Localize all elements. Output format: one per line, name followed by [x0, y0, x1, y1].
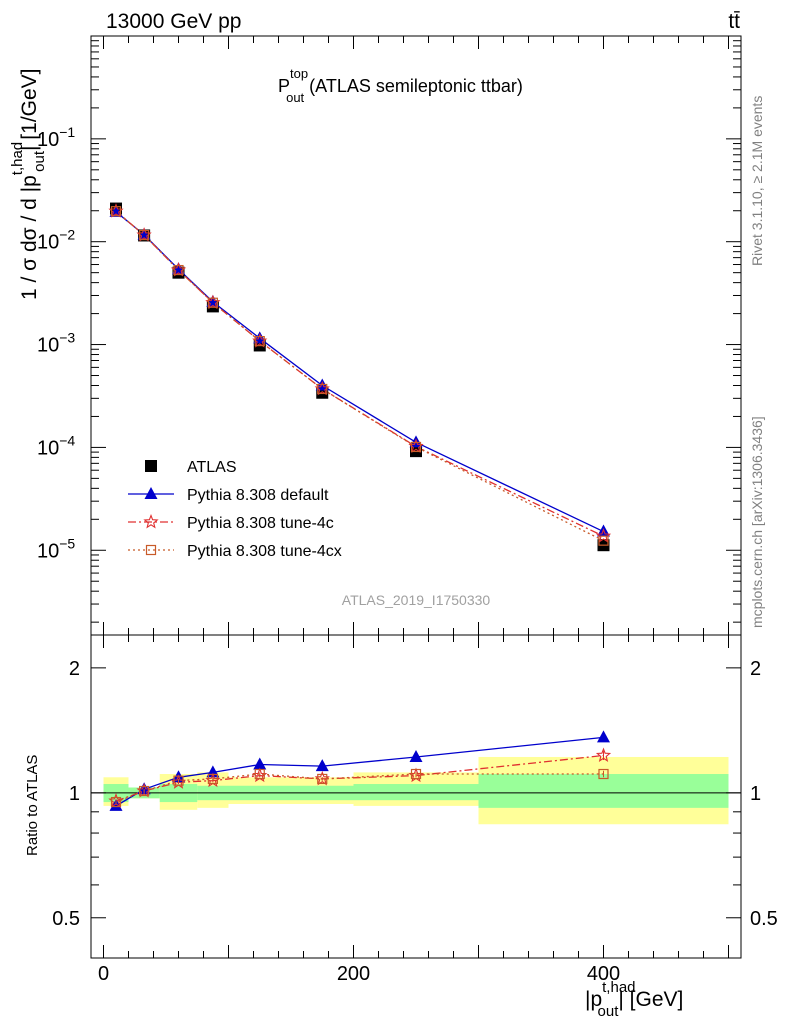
point-main-tune4cx: [598, 535, 609, 546]
mcplots-label: mcplots.cern.ch [arXiv:1306.3436]: [749, 416, 765, 628]
tick-labels: 0 200 400 10−1 10−2 10−3 10−4 10−5 0.5 0.5 1 1 2 2: [37, 124, 778, 985]
point-main-tune4cx: [110, 206, 122, 217]
point-ratio-default: [597, 730, 610, 743]
point-main-tune4cx: [254, 336, 265, 347]
point-main-tune4c: [595, 528, 612, 543]
point-ratio-default: [253, 757, 267, 770]
ratio-frame: [90, 634, 742, 959]
y-tick-label-ratio-right: 2: [750, 658, 761, 680]
y-tick-label-main: 10−3: [37, 330, 75, 357]
legend-label-tune4cx: Pythia 8.308 tune-4cx: [187, 543, 342, 560]
legend-marker-tune4c: [143, 513, 159, 529]
y-tick-label-main: 10−5: [37, 535, 75, 562]
line-main-tune4c: [115, 210, 604, 537]
y-axis-label-main: 1 / σ dσ / d |pt,had out| [1/GeV]: [9, 68, 48, 300]
point-ratio-tune4cx: [139, 785, 150, 797]
point-main-tune4cx: [207, 297, 218, 308]
rivet-label: Rivet 3.1.10, ≥ 2.1M events: [749, 96, 765, 266]
plot-frames: [90, 35, 742, 959]
point-ratio-tune4cx: [254, 768, 265, 780]
y-tick-label-ratio-left: 2: [69, 658, 80, 680]
y-axis-label-ratio: Ratio to ATLAS: [24, 755, 41, 856]
watermark: ATLAS_2019_I1750330: [342, 592, 491, 608]
point-ratio-tune4cx: [110, 796, 122, 808]
x-tick-label: 0: [98, 963, 109, 985]
y-tick-label-ratio-right: 1: [750, 783, 761, 805]
legend-label-data: ATLAS: [187, 459, 237, 476]
point-main-default: [253, 331, 267, 344]
point-main-tune4cx: [139, 229, 150, 241]
legend-marker-data: [145, 460, 157, 472]
point-ratio-default: [109, 798, 123, 811]
y-tick-label-main: 10−2: [37, 227, 75, 254]
point-main-tune4cx: [410, 441, 422, 453]
point-main-tune4cx: [317, 383, 328, 395]
line-main-default: [115, 211, 604, 533]
point-ratio-tune4cx: [207, 773, 218, 785]
point-ratio-default: [315, 759, 329, 772]
y-tick-label-ratio-right: 0.5: [750, 908, 778, 930]
y-tick-label-ratio-left: 0.5: [52, 908, 80, 930]
point-ratio-tune4cx: [598, 768, 609, 780]
legend-label-default: Pythia 8.308 default: [187, 487, 329, 504]
series-lines: [115, 210, 604, 807]
ratio-uncertainty-bands: [91, 756, 741, 825]
point-ratio-tune4cx: [410, 768, 422, 780]
point-main-tune4cx: [173, 264, 184, 276]
header-right: tt̄: [728, 10, 740, 33]
x-tick-label: 400: [587, 963, 620, 985]
point-ratio-default: [409, 749, 423, 762]
legend: ATLAS Pythia 8.308 default Pythia 8.308 tu…: [128, 459, 342, 560]
line-ratio-default: [115, 736, 604, 807]
point-ratio-tune4c: [595, 747, 612, 763]
x-tick-label: 200: [337, 963, 370, 985]
band-inner-rect: [353, 784, 479, 801]
y-tick-label-ratio-left: 1: [69, 783, 80, 805]
axis-ticks: [91, 35, 741, 959]
point-ratio-tune4cx: [173, 775, 184, 786]
point-ratio-tune4cx: [317, 773, 328, 785]
legend-marker-tune4cx: [145, 544, 157, 556]
x-axis-label: |pt,had out| [GeV]: [585, 979, 683, 1020]
header-left: 13000 GeV pp: [106, 10, 241, 33]
series-markers: [108, 202, 612, 811]
y-tick-label-main: 10−1: [37, 124, 75, 151]
plot-title: Ptop out (ATLAS semileptonic ttbar): [278, 66, 523, 105]
legend-marker-default: [144, 487, 158, 499]
band-inner-rect: [478, 774, 729, 808]
y-tick-label-main: 10−4: [37, 432, 75, 459]
legend-label-tune4c: Pythia 8.308 tune-4c: [187, 515, 334, 532]
